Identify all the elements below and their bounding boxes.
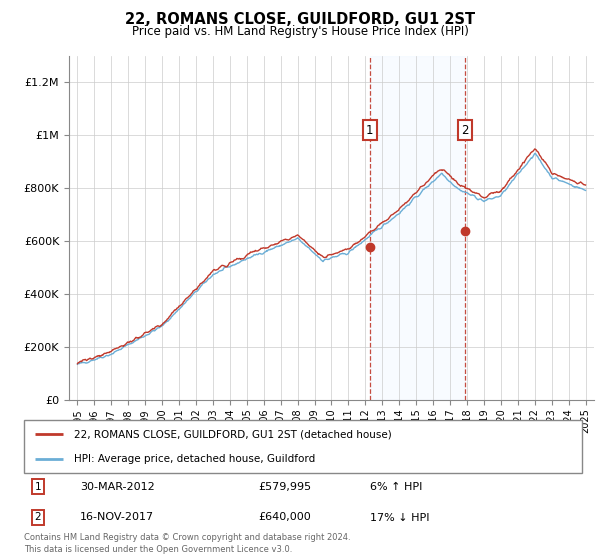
Text: 1: 1 <box>366 124 373 137</box>
Bar <box>370 56 465 400</box>
Text: 17% ↓ HPI: 17% ↓ HPI <box>370 512 430 522</box>
Text: £640,000: £640,000 <box>259 512 311 522</box>
Text: HPI: Average price, detached house, Guildford: HPI: Average price, detached house, Guil… <box>74 454 316 464</box>
Text: 22, ROMANS CLOSE, GUILDFORD, GU1 2ST (detached house): 22, ROMANS CLOSE, GUILDFORD, GU1 2ST (de… <box>74 430 392 440</box>
Text: £579,995: £579,995 <box>259 482 311 492</box>
Text: 6% ↑ HPI: 6% ↑ HPI <box>370 482 422 492</box>
Text: 2: 2 <box>461 124 469 137</box>
Text: Price paid vs. HM Land Registry's House Price Index (HPI): Price paid vs. HM Land Registry's House … <box>131 25 469 38</box>
Text: Contains HM Land Registry data © Crown copyright and database right 2024.
This d: Contains HM Land Registry data © Crown c… <box>24 533 350 554</box>
Text: 30-MAR-2012: 30-MAR-2012 <box>80 482 155 492</box>
Text: 1: 1 <box>35 482 41 492</box>
FancyBboxPatch shape <box>24 420 582 473</box>
Text: 22, ROMANS CLOSE, GUILDFORD, GU1 2ST: 22, ROMANS CLOSE, GUILDFORD, GU1 2ST <box>125 12 475 27</box>
Text: 16-NOV-2017: 16-NOV-2017 <box>80 512 154 522</box>
Text: 2: 2 <box>35 512 41 522</box>
